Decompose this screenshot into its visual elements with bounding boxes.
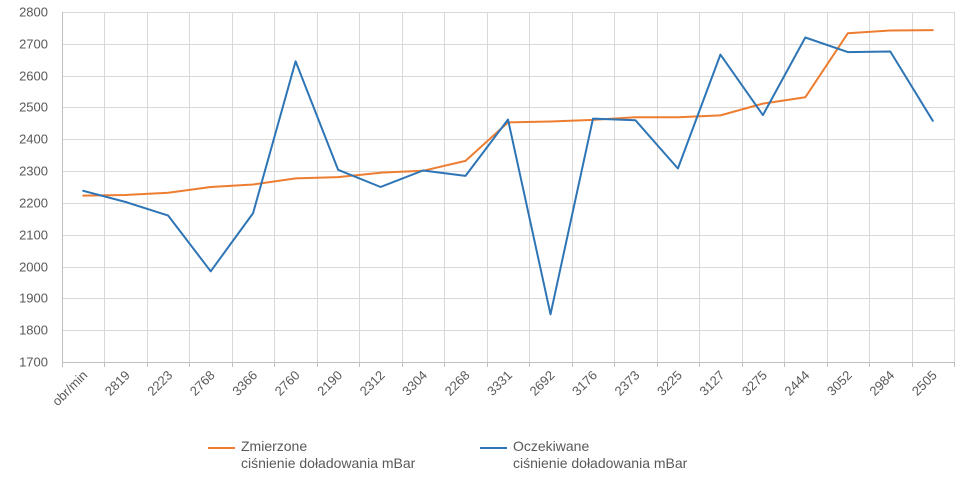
- x-tick-label: 2190: [314, 368, 345, 399]
- legend-label-expected-line2: ciśnienie doładowania mBar: [513, 455, 688, 471]
- series-line-measured: [82, 29, 934, 197]
- y-tick-label: 2400: [19, 132, 48, 147]
- x-tick-label: 3225: [654, 368, 685, 399]
- x-tick-label: 2223: [144, 368, 175, 399]
- y-tick-label: 2800: [19, 5, 48, 20]
- x-tick-label: 2819: [102, 368, 133, 399]
- legend-label-measured-line2: ciśnienie doładowania mBar: [241, 455, 416, 471]
- legend: Zmierzone ciśnienie doładowania mBar Ocz…: [0, 438, 970, 478]
- series-lines: [82, 29, 934, 316]
- x-tick-label: 3331: [484, 368, 515, 399]
- x-tick-label: 3366: [229, 368, 260, 399]
- legend-item-measured: Zmierzone ciśnienie doładowania mBar: [208, 438, 415, 472]
- x-tick-label: 3275: [739, 368, 770, 399]
- y-tick-label: 2200: [19, 196, 48, 211]
- x-tick-label: 2444: [781, 368, 812, 399]
- axes: [62, 12, 955, 367]
- gridlines: [62, 12, 955, 363]
- x-tick-label: 3304: [399, 368, 430, 399]
- legend-label-measured-line1: Zmierzone: [241, 438, 308, 454]
- legend-label-measured: Zmierzone ciśnienie doładowania mBar: [241, 438, 415, 472]
- x-tick-label: 2768: [187, 368, 218, 399]
- y-tick-label: 1900: [19, 291, 48, 306]
- x-tick-label: 3127: [696, 368, 727, 399]
- x-tick-label: 2984: [866, 368, 897, 399]
- legend-item-expected: Oczekiwane ciśnienie doładowania mBar: [480, 438, 687, 472]
- x-tick-label: 2268: [442, 368, 473, 399]
- y-tick-label: 2500: [19, 100, 48, 115]
- y-tick-labels: 1700 1800 1900 2000 2100 2200 2300 2400 2500 2600…: [19, 5, 48, 370]
- y-tick-label: 2000: [19, 260, 48, 275]
- x-tick-label: 2505: [909, 368, 940, 399]
- y-tick-label: 2600: [19, 69, 48, 84]
- legend-label-expected: Oczekiwane ciśnienie doładowania mBar: [513, 438, 687, 472]
- x-tick-label: obr/min: [49, 368, 90, 409]
- y-tick-label: 2700: [19, 37, 48, 52]
- series-line-expected: [82, 36, 934, 316]
- x-tick-label: 2692: [527, 368, 558, 399]
- y-tick-label: 2300: [19, 164, 48, 179]
- legend-swatch-measured: [208, 447, 235, 449]
- x-tick-label: 3052: [824, 368, 855, 399]
- y-tick-label: 1700: [19, 355, 48, 370]
- x-tick-label: 2312: [357, 368, 388, 399]
- legend-swatch-expected: [480, 447, 507, 449]
- y-tick-label: 2100: [19, 228, 48, 243]
- y-tick-label: 1800: [19, 323, 48, 338]
- x-tick-label: 2760: [272, 368, 303, 399]
- x-tick-label: 3176: [569, 368, 600, 399]
- x-tick-labels: obr/min 2819 2223 2768 3366 2760 2190 2312 3304 2…: [49, 368, 940, 409]
- x-tick-label: 2373: [611, 368, 642, 399]
- legend-label-expected-line1: Oczekiwane: [513, 438, 590, 454]
